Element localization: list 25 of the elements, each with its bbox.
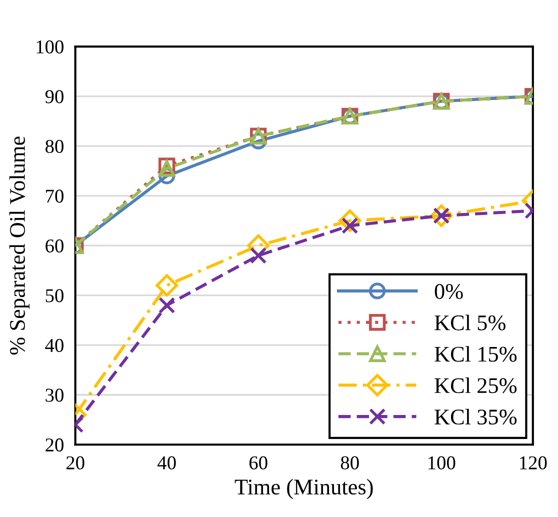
y-tick-label: 30 — [46, 388, 64, 402]
y-tick-label: 40 — [45, 338, 64, 352]
x-tick-label: 80 — [340, 456, 359, 470]
legend-label: KCl 25% — [434, 378, 517, 394]
y-tick-label: 60 — [46, 239, 64, 253]
y-tick-label: 50 — [46, 289, 64, 302]
x-tick-label: 40 — [158, 456, 176, 470]
y-tick-label: 20 — [46, 438, 64, 452]
legend-label: KCl 15% — [434, 346, 517, 362]
x-axis-title: Time (Minutes) — [234, 478, 373, 500]
legend-label: KCl 35% — [434, 408, 517, 425]
point — [158, 296, 176, 314]
y-tick-label: 70 — [46, 190, 64, 203]
point — [250, 247, 267, 264]
legend-label: 0% — [434, 284, 463, 300]
legend-label: KCl 5% — [434, 314, 506, 330]
x-tick-label: 20 — [66, 456, 84, 470]
y-tick-label: 80 — [46, 140, 64, 153]
y-tick-label: 90 — [45, 90, 64, 104]
y-tick-label: 100 — [36, 40, 64, 54]
x-tick-label: 60 — [249, 456, 268, 470]
x-tick-label: 100 — [428, 456, 456, 470]
y-axis-title: % Separated Oil Volume — [9, 136, 30, 355]
x-tick-label: 120 — [520, 456, 547, 470]
point — [156, 274, 178, 297]
